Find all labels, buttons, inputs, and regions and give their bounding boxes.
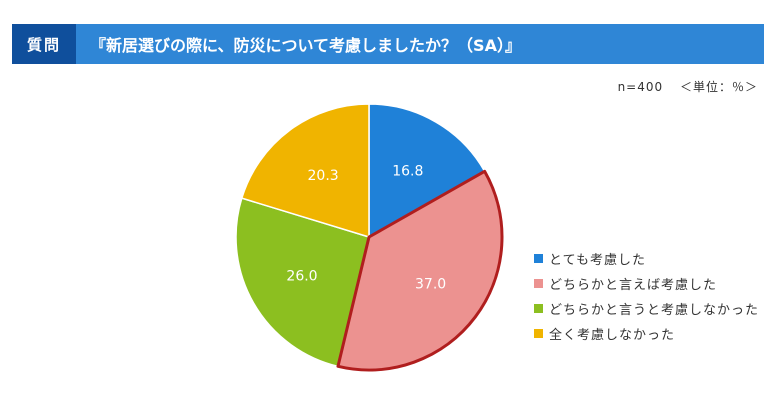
legend-label: 全く考慮しなかった bbox=[549, 328, 676, 343]
legend-item: どちらかと言うと考慮しなかった bbox=[534, 296, 759, 321]
legend-label: どちらかと言うと考慮しなかった bbox=[549, 303, 760, 318]
pie-slice bbox=[235, 197, 370, 368]
legend-swatch bbox=[534, 254, 543, 263]
legend-swatch bbox=[534, 304, 543, 313]
slice-value-label: 16.8 bbox=[392, 163, 423, 179]
slice-value-label: 37.0 bbox=[415, 276, 446, 292]
legend-item: どちらかと言えば考慮した bbox=[534, 271, 759, 296]
slice-value-label: 20.3 bbox=[308, 168, 339, 184]
legend-label: とても考慮した bbox=[549, 253, 646, 268]
slice-value-label: 26.0 bbox=[286, 268, 317, 284]
legend-label: どちらかと言えば考慮した bbox=[549, 278, 718, 293]
unit-label: ＜単位：％＞ bbox=[679, 80, 758, 94]
pie-slices bbox=[235, 103, 504, 372]
legend-item: 全く考慮しなかった bbox=[534, 321, 759, 346]
chart-legend: とても考慮した どちらかと言えば考慮した どちらかと言うと考慮しなかった 全く考… bbox=[534, 246, 759, 346]
chart-meta: n=400 ＜単位：％＞ bbox=[618, 78, 758, 95]
question-title: 『新居選びの際に、防災について考慮しましたか？（SA）』 bbox=[90, 36, 521, 55]
pie-slice bbox=[336, 169, 504, 372]
question-banner: 質問 『新居選びの際に、防災について考慮しましたか？（SA）』 bbox=[12, 24, 764, 64]
legend-item: とても考慮した bbox=[534, 246, 759, 271]
legend-swatch bbox=[534, 329, 543, 338]
pie-slice bbox=[368, 103, 486, 239]
question-tag: 質問 bbox=[12, 24, 76, 64]
pie-slice bbox=[240, 103, 370, 239]
legend-swatch bbox=[534, 279, 543, 288]
sample-size: n=400 bbox=[617, 80, 664, 94]
